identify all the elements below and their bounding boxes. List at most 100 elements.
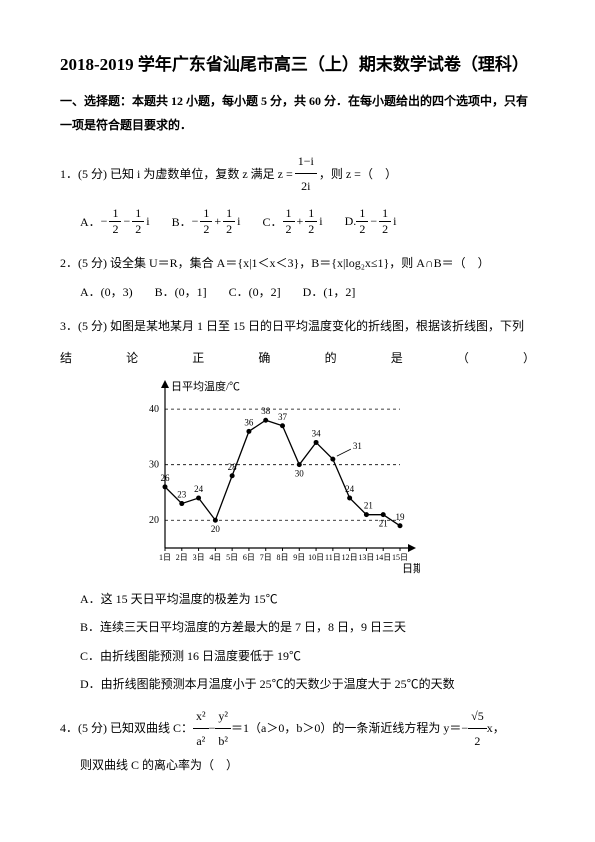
svg-text:日期: 日期 [402,562,420,575]
svg-text:40: 40 [149,404,159,415]
opt-label: B． [172,213,192,230]
spread-char: 的 [325,346,337,370]
q4-frac-sqrt: √5 2 [468,704,487,753]
q3-opt-a: A．这 15 天日平均温度的极差为 15℃ [80,586,535,612]
frac-num: 1 [379,206,391,222]
q3-opt-d: D．由折线图能预测本月温度小于 25℃的天数少于温度大于 25℃的天数 [80,671,535,697]
frac-den: 2 [468,729,487,753]
spread-char: 确 [258,346,270,370]
question-1: 1．(5 分) 已知 i 为虚数单位，复数 z 满足 z = 1−i 2i ，则… [60,149,535,198]
svg-text:34: 34 [312,428,322,438]
frac-num: 1 [305,206,317,222]
svg-text:30: 30 [295,469,305,479]
page-title: 2018-2019 学年广东省汕尾市高三（上）期末数学试卷（理科） [60,50,535,75]
frac-den: 2 [305,222,317,237]
frac-den: 2i [295,174,317,198]
frac-num: x² [193,704,209,729]
frac-den: 2 [356,222,368,237]
svg-text:38: 38 [261,406,271,416]
frac-num: 1 [223,206,235,222]
frac-den: 2 [132,222,144,237]
q4-text1: 4．(5 分) 已知双曲线 C： [60,716,193,740]
q3-opt-c: C．由折线图能预测 16 日温度要低于 19℃ [80,643,535,669]
svg-text:13日: 13日 [358,553,374,562]
minus: − [209,716,216,740]
spread-char: ） [523,346,535,370]
frac-num: √5 [468,704,487,729]
opt-label: D. [345,214,357,229]
svg-text:12日: 12日 [342,553,358,562]
svg-text:37: 37 [278,412,288,422]
chart-svg: 2030401日2日3日4日5日6日7日8日9日10日11日12日13日14日1… [120,378,420,578]
q1-opt-a: A． −12−12i [80,206,150,237]
frac-num: 1−i [295,149,317,174]
svg-text:1日: 1日 [159,553,171,562]
frac-num: 1 [356,206,368,222]
svg-text:10日: 10日 [308,553,324,562]
svg-text:5日: 5日 [226,553,238,562]
frac-num: 1 [283,206,295,222]
spread-char: （ [457,346,469,370]
svg-text:28: 28 [228,462,238,472]
svg-text:15日: 15日 [392,553,408,562]
question-3-lead: 3．(5 分) 如图是某地某月 1 日至 15 日的日平均温度变化的折线图，根据… [60,314,535,338]
q2-opt-a: A．(0，3) [80,283,133,300]
svg-text:23: 23 [177,490,187,500]
q4-frac-xa: x² a² [193,704,209,753]
svg-text:24: 24 [194,484,204,494]
spread-char: 结 [60,346,72,370]
q1-options: A． −12−12i B． −12+12i C． 12+12i D. 12−12… [80,206,535,237]
svg-text:20: 20 [211,524,221,534]
svg-text:9日: 9日 [293,553,305,562]
svg-text:36: 36 [244,417,254,427]
opt-label: A． [80,213,101,230]
q2-opt-b: B．(0，1] [155,283,207,300]
q3-opt-b: B．连续三天日平均温度的方差最大的是 7 日，8 日，9 日三天 [80,614,535,640]
svg-text:20: 20 [149,515,159,526]
spread-char: 是 [391,346,403,370]
svg-text:31: 31 [353,441,362,451]
frac-den: 2 [200,222,212,237]
temperature-chart: 2030401日2日3日4日5日6日7日8日9日10日11日12日13日14日1… [120,378,535,578]
svg-text:4日: 4日 [209,553,221,562]
svg-text:2日: 2日 [176,553,188,562]
frac-num: 1 [132,206,144,222]
svg-text:26: 26 [161,473,171,483]
svg-text:30: 30 [149,460,159,471]
frac-num: 1 [200,206,212,222]
question-3-spread: 结 论 正 确 的 是 （ ） [60,346,535,370]
question-4: 4．(5 分) 已知双曲线 C： x² a² − y² b² ＝1（a＞0，b＞… [60,704,535,753]
frac-num: y² [215,704,231,729]
q4-eq: ＝1（a＞0，b＞0）的一条渐近线方程为 y＝− [231,716,468,740]
frac-den: b² [215,729,231,753]
svg-text:14日: 14日 [375,553,391,562]
section-heading: 一、选择题：本题共 12 小题，每小题 5 分，共 60 分．在每小题给出的四个… [60,89,535,137]
spread-char: 正 [192,346,204,370]
q1-prefix: 1．(5 分) 已知 i 为虚数单位，复数 z 满足 z = [60,162,293,186]
svg-text:7日: 7日 [260,553,272,562]
q1-opt-b: B． −12+12i [172,206,241,237]
q2-opt-c: C．(0，2] [229,283,281,300]
q2-opt-d: D．(1，2] [303,283,356,300]
frac-num: 1 [109,206,121,222]
svg-text:19: 19 [396,512,406,522]
svg-text:8日: 8日 [277,553,289,562]
svg-text:21: 21 [364,501,373,511]
q4-text2: x， [487,716,505,740]
opt-label: C． [263,213,283,230]
q1-opt-c: C． 12+12i [263,206,323,237]
frac-den: 2 [283,222,295,237]
spread-char: 论 [126,346,138,370]
frac-den: 2 [109,222,121,237]
frac-den: 2 [223,222,235,237]
svg-text:11日: 11日 [325,553,341,562]
q1-opt-d: D. 12−12i [345,206,397,237]
frac-den: a² [193,729,209,753]
frac-den: 2 [379,222,391,237]
svg-text:24: 24 [345,484,355,494]
q4-frac-yb: y² b² [215,704,231,753]
q3-options: A．这 15 天日平均温度的极差为 15℃ B．连续三天日平均温度的方差最大的是… [80,586,535,698]
q4-line2: 则双曲线 C 的离心率为（ ） [80,753,535,777]
q2-options: A．(0，3) B．(0，1] C．(0，2] D．(1，2] [80,283,535,300]
svg-text:6日: 6日 [243,553,255,562]
